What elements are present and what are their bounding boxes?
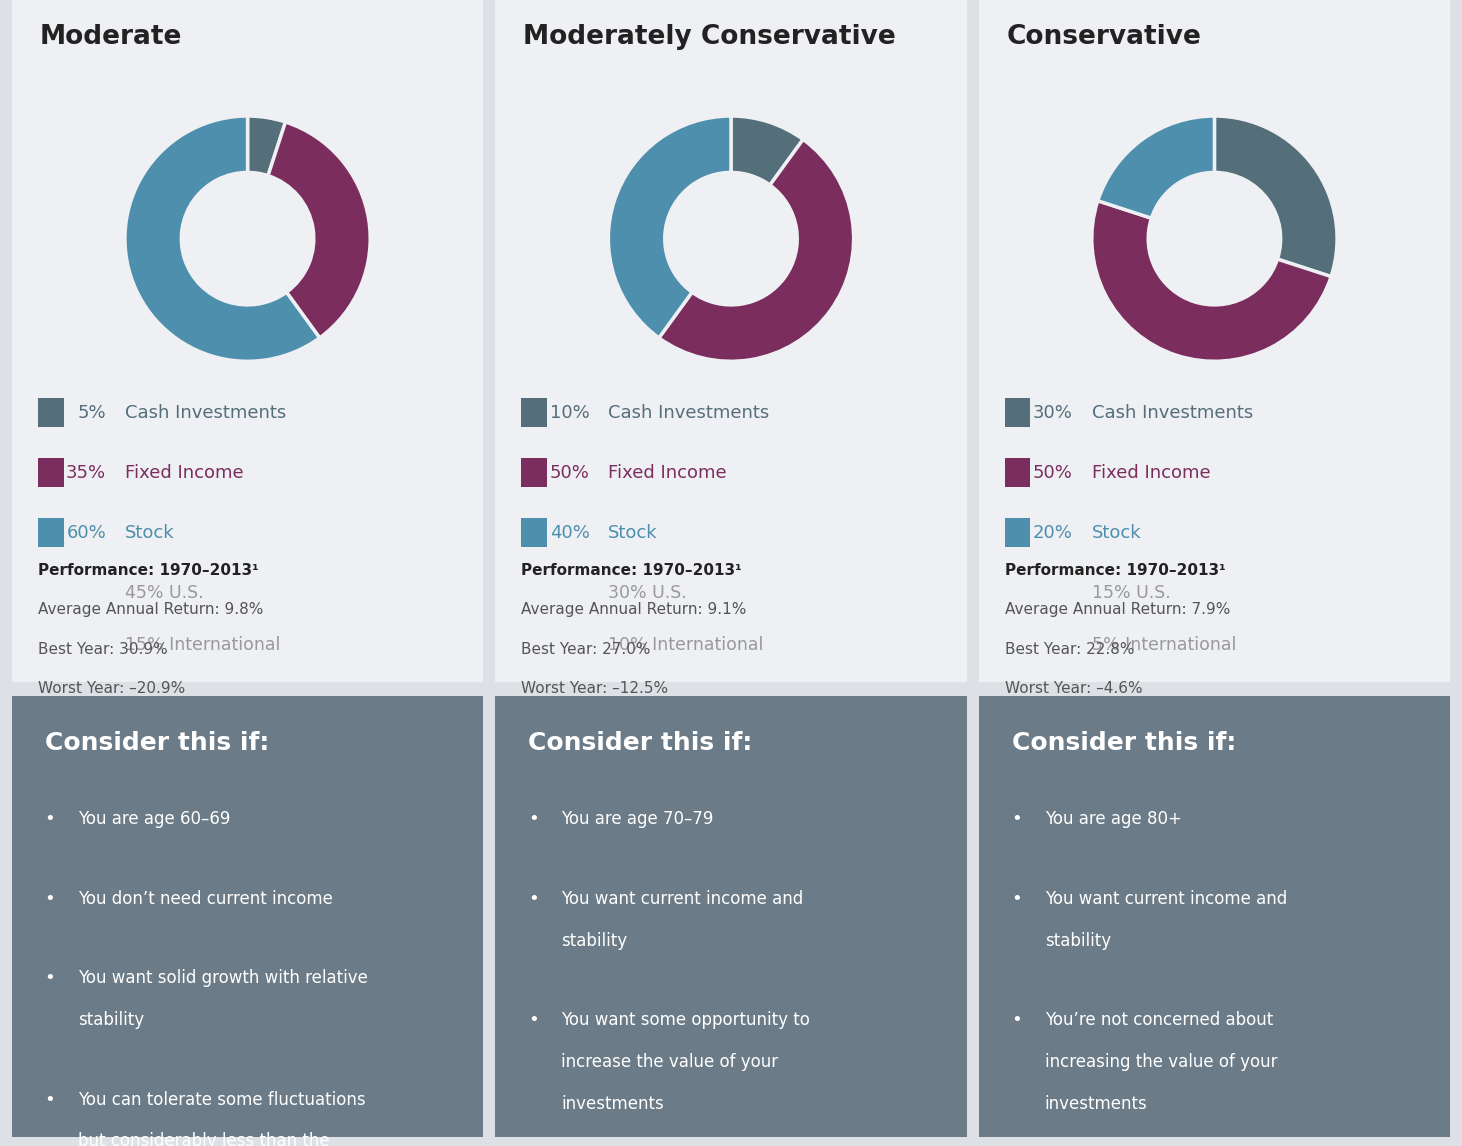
Text: Cash Investments: Cash Investments bbox=[608, 403, 769, 422]
Text: Stock: Stock bbox=[1092, 524, 1142, 542]
Text: You want current income and: You want current income and bbox=[1045, 889, 1287, 908]
Text: Worst Year: –12.5%: Worst Year: –12.5% bbox=[520, 681, 668, 696]
Text: Fixed Income: Fixed Income bbox=[608, 463, 727, 481]
Text: 50%: 50% bbox=[1034, 463, 1073, 481]
Wedge shape bbox=[1098, 116, 1215, 218]
Text: 15% International: 15% International bbox=[124, 636, 281, 654]
Text: You want solid growth with relative: You want solid growth with relative bbox=[77, 970, 367, 987]
Text: stability: stability bbox=[561, 932, 627, 950]
Text: Best Year: 30.9%: Best Year: 30.9% bbox=[38, 642, 167, 657]
Text: 35%: 35% bbox=[66, 463, 107, 481]
Text: investments: investments bbox=[1045, 1094, 1148, 1113]
Text: Performance: 1970–2013¹: Performance: 1970–2013¹ bbox=[38, 563, 259, 578]
FancyBboxPatch shape bbox=[1004, 458, 1031, 487]
Text: 20%: 20% bbox=[1034, 524, 1073, 542]
Text: 10% International: 10% International bbox=[608, 636, 763, 654]
FancyBboxPatch shape bbox=[520, 398, 547, 426]
Text: Best Year: 27.0%: Best Year: 27.0% bbox=[520, 642, 651, 657]
Text: •: • bbox=[528, 889, 539, 908]
Text: Best Year: 22.8%: Best Year: 22.8% bbox=[1004, 642, 1135, 657]
Text: You’re not concerned about: You’re not concerned about bbox=[1045, 1011, 1273, 1029]
Text: You are age 80+: You are age 80+ bbox=[1045, 810, 1181, 829]
Text: 5% International: 5% International bbox=[1092, 636, 1237, 654]
Text: Moderately Conservative: Moderately Conservative bbox=[523, 24, 896, 50]
Text: 15% U.S.: 15% U.S. bbox=[1092, 583, 1171, 602]
Text: Average Annual Return: 9.1%: Average Annual Return: 9.1% bbox=[520, 602, 747, 617]
Wedge shape bbox=[124, 116, 320, 361]
Text: Average Annual Return: 7.9%: Average Annual Return: 7.9% bbox=[1004, 602, 1230, 617]
Text: Average Annual Return: 9.8%: Average Annual Return: 9.8% bbox=[38, 602, 263, 617]
Text: 60%: 60% bbox=[66, 524, 107, 542]
Text: but considerably less than the: but considerably less than the bbox=[77, 1132, 329, 1146]
Wedge shape bbox=[608, 116, 731, 338]
Text: You can tolerate some fluctuations: You can tolerate some fluctuations bbox=[77, 1091, 366, 1108]
FancyBboxPatch shape bbox=[520, 458, 547, 487]
Text: Cash Investments: Cash Investments bbox=[1092, 403, 1253, 422]
Text: stability: stability bbox=[1045, 932, 1111, 950]
Text: Stock: Stock bbox=[608, 524, 658, 542]
Text: 30% U.S.: 30% U.S. bbox=[608, 583, 687, 602]
Text: Consider this if:: Consider this if: bbox=[1012, 731, 1235, 755]
Text: 10%: 10% bbox=[550, 403, 589, 422]
FancyBboxPatch shape bbox=[1004, 518, 1031, 547]
Wedge shape bbox=[731, 116, 803, 185]
Text: investments: investments bbox=[561, 1094, 664, 1113]
Text: You want some opportunity to: You want some opportunity to bbox=[561, 1011, 810, 1029]
Text: 50%: 50% bbox=[550, 463, 589, 481]
Text: •: • bbox=[45, 970, 56, 987]
Text: Stock: Stock bbox=[124, 524, 174, 542]
Text: Worst Year: –4.6%: Worst Year: –4.6% bbox=[1004, 681, 1142, 696]
Text: 40%: 40% bbox=[550, 524, 589, 542]
Text: Performance: 1970–2013¹: Performance: 1970–2013¹ bbox=[1004, 563, 1225, 578]
Wedge shape bbox=[268, 121, 370, 338]
Text: You are age 60–69: You are age 60–69 bbox=[77, 810, 230, 829]
Text: Consider this if:: Consider this if: bbox=[528, 731, 753, 755]
FancyBboxPatch shape bbox=[1004, 398, 1031, 426]
Text: Moderate: Moderate bbox=[39, 24, 183, 50]
Text: 45% U.S.: 45% U.S. bbox=[124, 583, 203, 602]
Text: 30%: 30% bbox=[1034, 403, 1073, 422]
Text: •: • bbox=[45, 1091, 56, 1108]
Text: Consider this if:: Consider this if: bbox=[45, 731, 269, 755]
Text: Conservative: Conservative bbox=[1007, 24, 1202, 50]
Text: •: • bbox=[45, 810, 56, 829]
FancyBboxPatch shape bbox=[38, 458, 63, 487]
FancyBboxPatch shape bbox=[38, 398, 63, 426]
Text: You want current income and: You want current income and bbox=[561, 889, 804, 908]
Text: •: • bbox=[1012, 889, 1022, 908]
Text: You are age 70–79: You are age 70–79 bbox=[561, 810, 713, 829]
Text: stability: stability bbox=[77, 1011, 143, 1029]
Text: •: • bbox=[1012, 810, 1022, 829]
Wedge shape bbox=[1215, 116, 1338, 276]
Text: Cash Investments: Cash Investments bbox=[124, 403, 287, 422]
Text: Fixed Income: Fixed Income bbox=[1092, 463, 1211, 481]
Text: •: • bbox=[45, 889, 56, 908]
Text: You don’t need current income: You don’t need current income bbox=[77, 889, 333, 908]
Text: 5%: 5% bbox=[77, 403, 107, 422]
Text: Fixed Income: Fixed Income bbox=[124, 463, 244, 481]
Text: •: • bbox=[528, 810, 539, 829]
FancyBboxPatch shape bbox=[520, 518, 547, 547]
Text: •: • bbox=[528, 1011, 539, 1029]
Wedge shape bbox=[1092, 201, 1330, 361]
Text: Worst Year: –20.9%: Worst Year: –20.9% bbox=[38, 681, 184, 696]
FancyBboxPatch shape bbox=[38, 518, 63, 547]
Wedge shape bbox=[659, 140, 854, 361]
Text: increasing the value of your: increasing the value of your bbox=[1045, 1053, 1278, 1072]
Text: increase the value of your: increase the value of your bbox=[561, 1053, 778, 1072]
Text: Performance: 1970–2013¹: Performance: 1970–2013¹ bbox=[520, 563, 741, 578]
Text: •: • bbox=[1012, 1011, 1022, 1029]
Wedge shape bbox=[247, 116, 285, 175]
